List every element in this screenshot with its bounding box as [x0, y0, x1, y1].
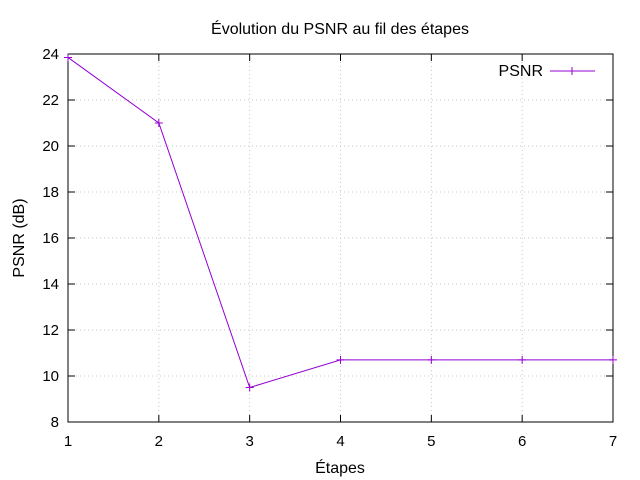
y-tick-label: 14 [42, 276, 59, 293]
y-tick-label: 24 [42, 46, 59, 63]
x-tick-label: 2 [155, 433, 163, 450]
legend-marker-psnr [568, 67, 576, 75]
legend-label-psnr: PSNR [499, 63, 543, 80]
data-point-marker [336, 355, 345, 364]
legend: PSNR [499, 63, 595, 80]
y-tick-label: 12 [42, 322, 59, 339]
y-axis-label: PSNR (dB) [11, 198, 28, 277]
x-tick-label: 3 [245, 433, 253, 450]
series-layer [64, 53, 617, 392]
data-point-marker [427, 355, 436, 364]
x-tick-label: 5 [427, 433, 435, 450]
y-tick-label: 8 [51, 414, 59, 431]
data-point-marker [64, 53, 72, 62]
grid-lines [68, 54, 613, 422]
y-tick-label: 16 [42, 230, 59, 247]
x-axis-label: Étapes [315, 458, 365, 477]
y-tick-label: 10 [42, 368, 59, 385]
data-point-marker [245, 383, 254, 392]
x-tick-label: 1 [64, 433, 72, 450]
x-tick-label: 4 [336, 433, 344, 450]
x-tick-label: 6 [518, 433, 526, 450]
chart-title: Évolution du PSNR au fil des étapes [211, 19, 469, 38]
y-tick-label: 18 [42, 184, 59, 201]
data-point-marker [154, 119, 163, 127]
x-tick-label: 7 [609, 433, 617, 450]
y-tick-label: 22 [42, 92, 59, 109]
data-point-marker [609, 355, 617, 364]
data-point-marker [518, 355, 527, 364]
y-tick-label: 20 [42, 138, 59, 155]
